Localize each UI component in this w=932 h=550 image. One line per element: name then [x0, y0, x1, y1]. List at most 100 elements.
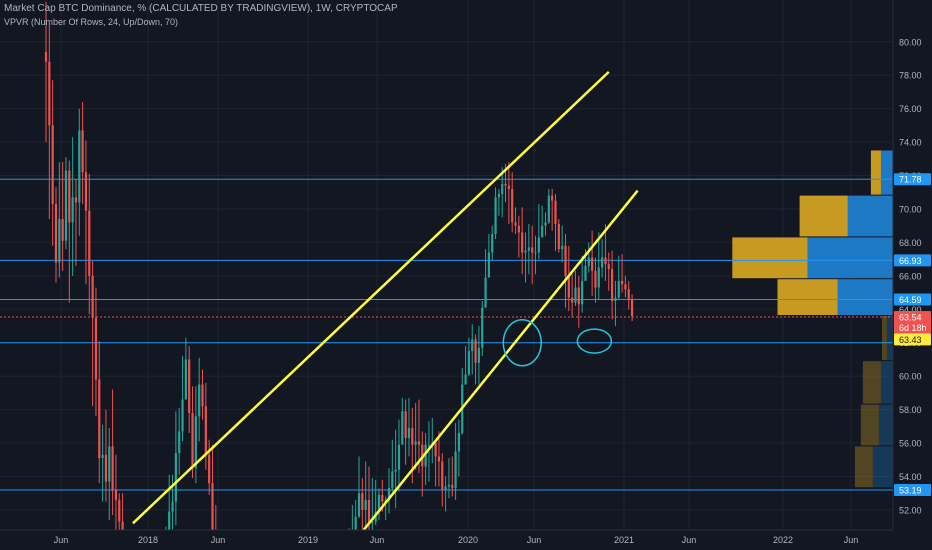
volume-profile-bar-up: [880, 361, 893, 404]
candle-body: [584, 265, 587, 281]
candle-body: [527, 247, 530, 251]
price-tag-label: 53.19: [899, 486, 922, 496]
volume-profile-bar-down: [777, 279, 838, 315]
candle-body: [111, 446, 114, 490]
candle-body: [387, 488, 391, 500]
candle-body: [437, 456, 441, 462]
candle-body: [198, 384, 201, 417]
candle-body: [604, 257, 607, 265]
candle-body: [464, 374, 467, 385]
volume-profile-bar-down: [799, 195, 848, 237]
candle-body: [407, 428, 411, 439]
horizontal-lines: [0, 178, 893, 491]
time-tick-label: Jun: [54, 535, 69, 545]
candle-body: [208, 454, 211, 484]
candle-body: [434, 443, 437, 457]
candle-body: [614, 297, 617, 301]
candle-body: [471, 339, 474, 352]
candle-body: [91, 275, 94, 318]
candle-body: [181, 399, 184, 432]
candle-body: [617, 280, 620, 298]
candle-body: [524, 250, 527, 253]
candle-body: [54, 203, 58, 263]
candle-body: [178, 431, 181, 454]
candle-body: [624, 284, 627, 290]
price-tag-bg: [894, 333, 931, 346]
candles: [44, 1, 634, 530]
candle-body: [620, 280, 624, 285]
volume-profile-bar-up: [837, 279, 893, 315]
candle-body: [367, 499, 371, 524]
candle-body: [391, 471, 394, 489]
candle-body: [547, 195, 550, 223]
candle-body: [397, 444, 401, 470]
candle-body: [88, 210, 91, 276]
candle-body: [444, 486, 447, 490]
candle-body: [591, 257, 594, 271]
candle-body: [484, 277, 487, 308]
volume-profile-bar-up: [886, 315, 893, 361]
volume-profile-bar-down: [854, 446, 873, 488]
price-tick-label: 54.00: [899, 472, 922, 482]
candle-body: [357, 493, 361, 517]
candle-body: [94, 317, 98, 380]
volume-profile-bar-up: [807, 237, 893, 279]
candle-body: [64, 170, 68, 241]
candle-body: [630, 299, 634, 316]
candle-body: [501, 183, 504, 194]
price-tick-label: 60.00: [899, 372, 922, 382]
candle-body: [381, 494, 384, 502]
grid: [0, 0, 893, 530]
candle-body: [457, 433, 461, 452]
time-tick-label: 2020: [458, 535, 478, 545]
candle-body: [574, 287, 577, 303]
chart-title: Market Cap BTC Dominance, % (CALCULATED …: [4, 3, 398, 14]
time-tick-label: 2022: [773, 535, 793, 545]
drawings: [132, 70, 639, 531]
candle-body: [417, 441, 421, 445]
price-tag-label: 71.78: [899, 175, 922, 185]
time-tick-label: 2021: [614, 535, 634, 545]
candle-body: [377, 494, 381, 512]
price-tick-label: 66.00: [899, 271, 922, 281]
candle-body: [61, 219, 64, 241]
candle-body: [571, 297, 574, 303]
candle-body: [544, 222, 547, 226]
price-tag-bg: [894, 321, 931, 334]
annotation-circle: [502, 318, 543, 367]
candle-body: [411, 428, 414, 445]
candle-body: [577, 287, 580, 305]
price-tick-label: 78.00: [899, 71, 922, 81]
price-tag-bg: [894, 484, 931, 497]
candle-body: [74, 197, 78, 203]
candle-body: [551, 195, 554, 201]
price-tag-label: 6d 18h: [899, 323, 927, 333]
annotation-circle: [576, 328, 613, 354]
time-axis: Jun 2018 Jun 2019 Jun 2020 Jun 2021 Jun 2022 Jun: [0, 529, 893, 550]
candle-body: [168, 511, 171, 530]
candle-body: [507, 185, 510, 189]
candle-body: [447, 484, 451, 487]
candle-body: [78, 130, 81, 203]
candle-body: [98, 379, 101, 459]
price-tick-label: 58.00: [899, 405, 922, 415]
volume-profile-bar-down: [732, 237, 808, 279]
volume-profile-bar-down: [860, 404, 879, 446]
candle-body: [71, 197, 74, 223]
candle-body: [441, 461, 444, 490]
time-tick-label: Jun: [211, 535, 226, 545]
price-axis: 52.0054.0056.0058.0060.0062.0064.0066.00…: [892, 0, 932, 550]
candle-body: [371, 521, 374, 524]
candle-body: [121, 521, 124, 530]
price-tick-label: 64.00: [899, 305, 922, 315]
candle-body: [211, 483, 214, 530]
candle-body: [427, 444, 431, 446]
candle-body: [84, 172, 88, 211]
volume-profile: [732, 150, 893, 488]
candle-body: [497, 193, 500, 198]
candle-body: [534, 252, 537, 254]
candle-body: [361, 493, 364, 510]
candle-body: [414, 441, 417, 445]
